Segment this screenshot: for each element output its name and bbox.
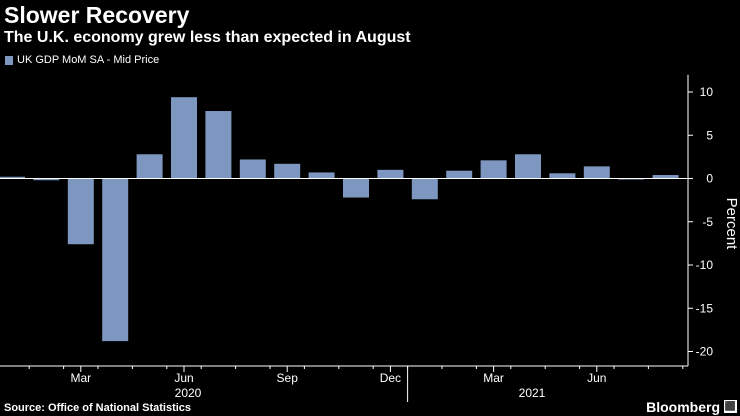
source-note: Source: Office of National Statistics: [4, 402, 192, 414]
bar-2020-02: [33, 178, 60, 181]
axes-group: 10 5 0 -5 -10 -15 -20 Percent Mar Jun Sep Dec Mar Jun…: [0, 74, 740, 402]
bars-group: [0, 97, 679, 342]
bar-2020-04: [102, 178, 129, 342]
brand-logo: Bloomberg: [646, 399, 720, 415]
x-tick-label: Jun: [587, 371, 606, 385]
bar-2021-03: [480, 160, 507, 179]
bar-2021-06: [583, 166, 610, 179]
bar-2020-10: [308, 172, 335, 179]
y-tick-label: 5: [706, 128, 713, 142]
bar-2021-02: [446, 170, 473, 179]
x-tick-label: Jun: [174, 371, 193, 385]
bar-2021-01: [411, 178, 438, 200]
y-tick-label: -20: [696, 345, 714, 359]
bar-2021-04: [515, 154, 541, 179]
bar-2020-01: [0, 176, 25, 179]
chart-subtitle: The U.K. economy grew less than expected…: [4, 29, 411, 46]
bar-2020-05: [136, 154, 163, 179]
brand-icon: ⬛: [724, 400, 737, 413]
y-axis-label: Percent: [723, 198, 740, 251]
bar-2020-08: [239, 159, 266, 179]
chart-title: Slower Recovery: [4, 2, 190, 28]
y-tick-label: -5: [702, 215, 713, 229]
legend-label: UK GDP MoM SA - Mid Price: [17, 54, 160, 66]
bar-2020-03: [67, 178, 94, 245]
x-year-label: 2021: [519, 386, 546, 400]
x-tick-label: Sep: [277, 371, 299, 385]
legend-swatch: [5, 55, 13, 65]
x-tick-label: Mar: [483, 371, 504, 385]
y-tick-label: -15: [696, 301, 714, 315]
bar-2020-07: [205, 111, 232, 179]
y-tick-label: -10: [696, 258, 714, 272]
y-tick-label: 10: [700, 85, 714, 99]
bar-2020-06: [171, 97, 197, 179]
x-tick-label: Mar: [70, 371, 91, 385]
bar-2021-08: [652, 175, 679, 179]
bar-2020-09: [274, 163, 301, 179]
x-year-label: 2020: [175, 386, 202, 400]
bar-2021-05: [549, 173, 576, 179]
bar-2020-12: [377, 169, 404, 179]
legend: UK GDP MoM SA - Mid Price: [5, 54, 159, 66]
x-tick-label: Dec: [380, 371, 401, 385]
bar-2020-11: [343, 178, 369, 198]
y-tick-label: 0: [706, 172, 713, 186]
